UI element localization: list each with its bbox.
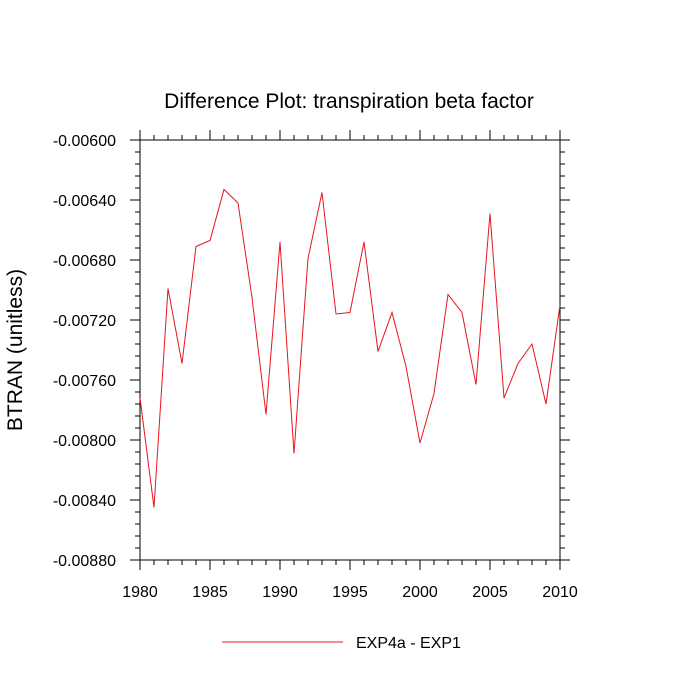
y-tick-label: -0.00680 bbox=[53, 253, 116, 270]
x-tick-label: 1990 bbox=[262, 584, 298, 601]
y-tick-label: -0.00840 bbox=[53, 493, 116, 510]
x-tick-label: 2005 bbox=[472, 584, 508, 601]
y-tick-label: -0.00720 bbox=[53, 313, 116, 330]
x-tick-label: 1985 bbox=[192, 584, 228, 601]
plot-frame bbox=[139, 139, 561, 561]
y-tick-label: -0.00880 bbox=[53, 553, 116, 570]
y-tick-label: -0.00600 bbox=[53, 133, 116, 150]
legend: EXP4a - EXP1 bbox=[222, 635, 461, 652]
axes: -0.00600 -0.00640 -0.00680 -0.00720 -0.00760… bbox=[53, 130, 578, 601]
y-tick-label: -0.00800 bbox=[53, 433, 116, 450]
x-tick-label: 1995 bbox=[332, 584, 368, 601]
y-tick-label: -0.00640 bbox=[53, 193, 116, 210]
legend-label: EXP4a - EXP1 bbox=[356, 635, 461, 652]
x-tick-label: 2000 bbox=[402, 584, 438, 601]
y-axis-label: BTRAN (unitless) bbox=[4, 269, 27, 431]
x-tick-label: 2010 bbox=[542, 584, 578, 601]
x-tick-label: 1980 bbox=[122, 584, 158, 601]
y-tick-label: -0.00760 bbox=[53, 373, 116, 390]
series-layer bbox=[139, 188, 561, 508]
chart-title: Difference Plot: transpiration beta fact… bbox=[164, 90, 534, 113]
series-line bbox=[139, 188, 561, 508]
